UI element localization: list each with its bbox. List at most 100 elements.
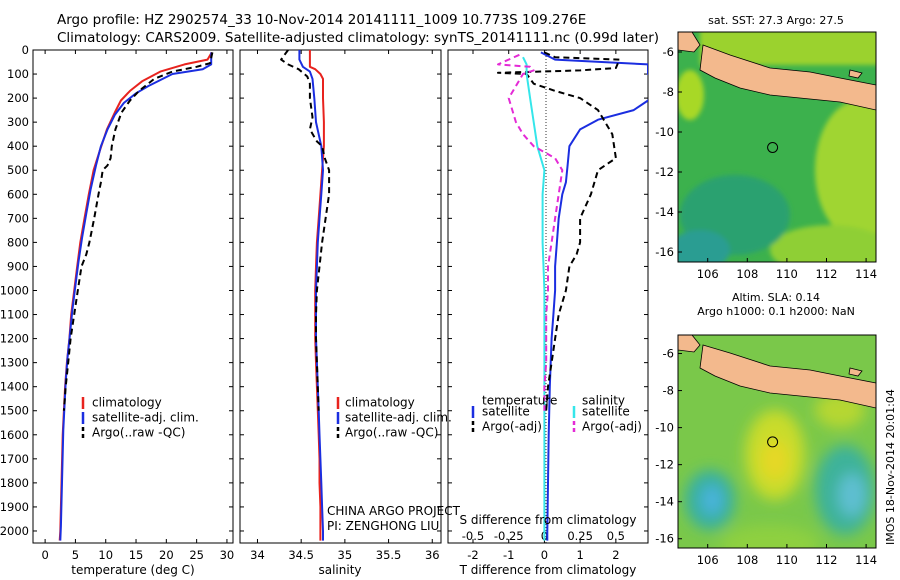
x-tick-label: 35 [338, 548, 353, 562]
legend-label-climatology: climatology [345, 396, 415, 410]
imos-timestamp-label: IMOS 18-Nov-2014 20:01:04 [884, 389, 897, 545]
depth-tick-label: 1100 [0, 308, 29, 322]
sst-warm-west [678, 70, 704, 120]
sla-longitude-axis: 106 108 110 112 114 [697, 544, 877, 567]
latitude-tick-label: -10 [655, 421, 674, 435]
t-difference-label: T difference from climatology [459, 563, 637, 577]
series-satellite-adj-clim- [59, 52, 213, 541]
t-difference-x-axis: -2 -1 0 1 2 [448, 49, 648, 562]
sst-map-frame [677, 31, 877, 263]
depth-tick-label: 700 [7, 211, 29, 225]
depth-tick-label: 1600 [0, 428, 29, 442]
latitude-tick-label: -8 [663, 384, 674, 398]
series-satellite-adj-clim- [298, 50, 324, 541]
s-difference-x-axis: -0.5 -0.25 0 0.25 0.5 [462, 529, 625, 543]
longitude-tick-label: 106 [697, 553, 719, 567]
depth-tick-label: 800 [7, 235, 29, 249]
s-diff-tick-label: -0.5 [462, 529, 484, 543]
longitude-tick-label: 106 [697, 267, 719, 281]
s-diff-tick-label: 0.25 [567, 529, 593, 543]
depth-tick-label: 1700 [0, 452, 29, 466]
sst-sumatra-land [678, 32, 701, 53]
latitude-tick-label: -12 [655, 165, 674, 179]
salinity-series [280, 49, 331, 541]
sst-argo-location-marker [767, 142, 779, 153]
sst-java-land [699, 44, 876, 111]
sla-low-southwest-core [701, 485, 723, 515]
depth-tick-label: 2000 [0, 524, 29, 538]
legend-label-climatology: climatology [92, 396, 162, 410]
depth-tick-label: 600 [7, 187, 29, 201]
sla-latitude-axis: -6 -8 -10 -12 -14 -16 [655, 347, 682, 546]
sst-longitude-axis: 106 108 110 112 114 [697, 258, 877, 281]
salinity-axes-frame [239, 49, 442, 544]
sst-bali-land [848, 69, 863, 79]
figure-title-line2: Climatology: CARS2009. Satellite-adjuste… [57, 30, 659, 46]
sla-low-east-core [838, 473, 866, 517]
longitude-tick-label: 110 [776, 267, 798, 281]
longitude-tick-label: 110 [776, 553, 798, 567]
depth-tick-label: 200 [7, 91, 29, 105]
x-tick-label: 25 [189, 548, 204, 562]
pi-annotation: PI: ZENGHONG LIU [327, 519, 439, 533]
longitude-tick-label: 114 [855, 553, 877, 567]
x-tick-label: 36 [425, 548, 440, 562]
longitude-tick-label: 108 [736, 267, 758, 281]
depth-axis: 0 100 200 300 400 500 600 700 800 900 1000 1100 1200… [0, 43, 233, 538]
sla-map-panel: Altim. SLA: 0.14 Argo h1000: 0.1 h2000: … [655, 291, 877, 567]
x-tick-label: -1 [503, 548, 514, 562]
latitude-tick-label: -14 [655, 205, 674, 219]
longitude-tick-label: 112 [816, 553, 838, 567]
latitude-tick-label: -6 [663, 347, 674, 361]
salinity-x-axis: 34 34.5 35 35.5 36 [240, 49, 441, 562]
depth-tick-label: 1800 [0, 476, 29, 490]
salinity-legend: climatology satellite-adj. clim. Argo(..… [336, 396, 452, 440]
temperature-axes-frame [32, 49, 234, 544]
depth-tick-label: 1200 [0, 332, 29, 346]
latitude-tick-label: -14 [655, 495, 674, 509]
depth-tick-label: 300 [7, 115, 29, 129]
sst-cool-southwest [678, 230, 730, 262]
sst-map-panel: sat. SST: 27.3 Argo: 27.5 106 108 110 112 11… [655, 14, 877, 281]
x-tick-label: -2 [467, 548, 478, 562]
legend-title-temperature: temperature [482, 394, 557, 408]
sla-bali-land [848, 367, 863, 377]
legend-label-t-argo: Argo(-adj) [482, 420, 542, 434]
longitude-tick-label: 114 [855, 267, 877, 281]
difference-series [497, 51, 648, 541]
sla-map-title: Altim. SLA: 0.14 [732, 291, 820, 304]
latitude-tick-label: -10 [655, 125, 674, 139]
sst-warm-southeast [770, 225, 876, 262]
depth-tick-label: 1300 [0, 356, 29, 370]
sst-latitude-axis: -6 -8 -10 -12 -14 -16 [655, 45, 682, 259]
depth-tick-label: 1000 [0, 283, 29, 297]
legend-title-salinity: salinity [582, 394, 625, 408]
legend-label-satellite-adj: satellite-adj. clim. [92, 411, 199, 425]
s-diff-tick-label: 0.5 [607, 529, 625, 543]
s-difference-label: S difference from climatology [460, 513, 637, 527]
legend-label-satellite-adj: satellite-adj. clim. [345, 411, 452, 425]
latitude-tick-label: -16 [655, 245, 674, 259]
latitude-tick-label: -12 [655, 458, 674, 472]
depth-tick-label: 400 [7, 139, 29, 153]
longitude-tick-label: 112 [816, 267, 838, 281]
sla-map-frame [677, 334, 877, 549]
longitude-tick-label: 108 [736, 553, 758, 567]
sla-map-subtitle: Argo h1000: 0.1 h2000: NaN [697, 305, 855, 318]
legend-label-argo: Argo(..raw -QC) [345, 426, 438, 440]
temperature-x-axis: 0 5 10 15 20 25 30 [41, 50, 234, 562]
sst-warm-east [815, 100, 876, 240]
depth-tick-label: 1400 [0, 380, 29, 394]
series-climatology [58, 51, 213, 541]
x-tick-label: 0 [41, 548, 48, 562]
legend-label-s-satellite: satellite [582, 405, 630, 419]
temperature-x-label: temperature (deg C) [71, 563, 194, 577]
x-tick-label: 10 [98, 548, 113, 562]
series-argo-raw-qc- [62, 52, 214, 411]
latitude-tick-label: -16 [655, 532, 674, 546]
x-tick-label: 20 [159, 548, 174, 562]
latitude-tick-label: -6 [663, 45, 674, 59]
sla-mid-south [720, 525, 820, 548]
x-tick-label: 5 [72, 548, 79, 562]
